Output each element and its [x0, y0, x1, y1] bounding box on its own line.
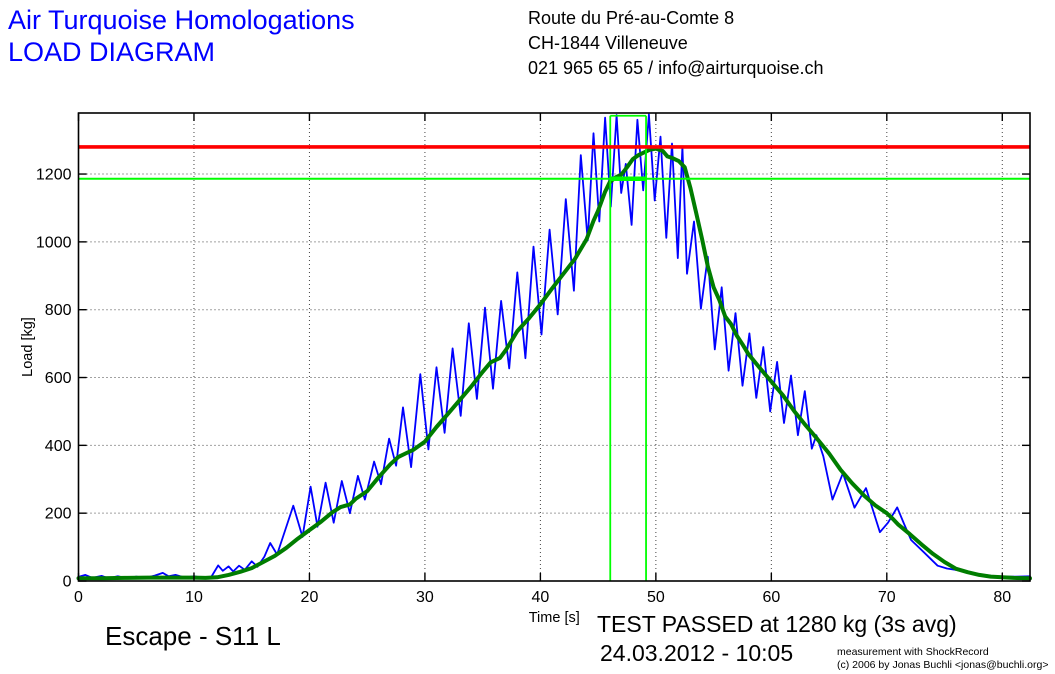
- report-title-line1: Air Turquoise Homologations: [8, 5, 355, 35]
- plot-border: [77, 112, 1031, 582]
- x-tick-label: 70: [878, 589, 896, 606]
- x-tick-label: 10: [185, 589, 203, 606]
- report-title: Air Turquoise Homologations LOAD DIAGRAM: [8, 4, 355, 68]
- raw-load-series: [77, 113, 1031, 580]
- address-contact: 021 965 65 65 / info@airturquoise.ch: [528, 58, 824, 78]
- y-tick-label: 400: [45, 438, 72, 455]
- y-axis-label: Load [kg]: [20, 317, 36, 377]
- avg-load-series: [76, 146, 1032, 581]
- company-address: Route du Pré-au-Comte 8 CH-1844 Villeneu…: [528, 6, 823, 81]
- x-tick-label: 40: [531, 589, 549, 606]
- credit-line1: measurement with ShockRecord: [837, 646, 989, 658]
- wing-model-label: Escape - S11 L: [105, 621, 281, 651]
- measurement-credits: measurement with ShockRecord (c) 2006 by…: [837, 646, 1048, 671]
- y-tick-label: 200: [45, 506, 72, 523]
- x-tick-label: 80: [993, 589, 1011, 606]
- y-tick-label: 0: [63, 574, 72, 591]
- x-tick-label: 0: [74, 589, 83, 606]
- y-tick-label: 600: [45, 370, 72, 387]
- address-street: Route du Pré-au-Comte 8: [528, 8, 735, 28]
- x-tick-label: 20: [301, 589, 319, 606]
- x-tick-label: 50: [647, 589, 665, 606]
- y-tick-label: 1200: [36, 167, 72, 184]
- test-datetime: 24.03.2012 - 10:05: [600, 640, 794, 666]
- y-tick-label: 800: [45, 302, 72, 319]
- x-axis-label: Time [s]: [529, 610, 580, 626]
- x-tick-label: 30: [416, 589, 434, 606]
- credit-line2: (c) 2006 by Jonas Buchli <jonas@buchli.o…: [837, 658, 1049, 671]
- report-title-line2: LOAD DIAGRAM: [8, 37, 216, 67]
- y-tick-label: 1000: [36, 234, 72, 251]
- address-city: CH-1844 Villeneuve: [528, 33, 688, 53]
- test-result-text: TEST PASSED at 1280 kg (3s avg): [597, 611, 957, 637]
- x-tick-label: 60: [762, 589, 780, 606]
